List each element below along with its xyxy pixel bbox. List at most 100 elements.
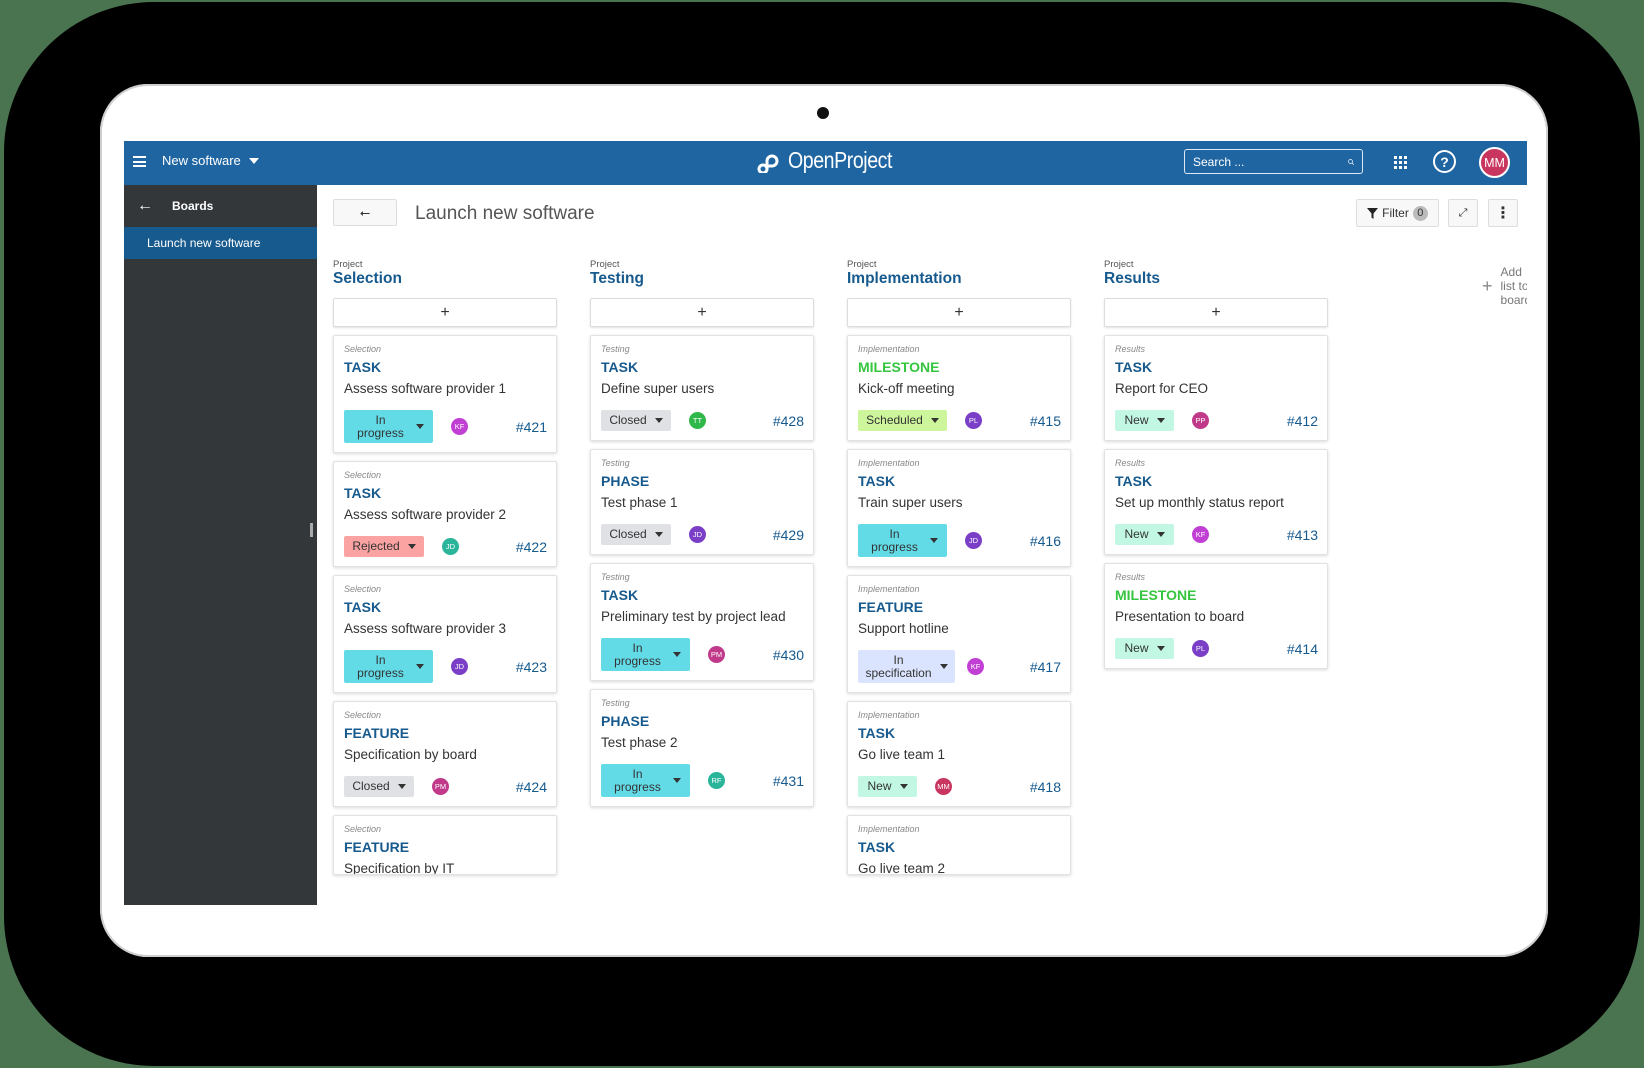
sidebar-resize-handle[interactable] (310, 523, 313, 537)
card-subject[interactable]: Preliminary test by project lead (601, 609, 786, 624)
work-package-card[interactable]: Testing PHASE Test phase 1 Closed JD #42… (590, 449, 814, 555)
card-subject[interactable]: Kick-off meeting (858, 381, 955, 396)
status-dropdown[interactable]: In progress (858, 524, 947, 557)
card-subject[interactable]: Go live team 2 (858, 861, 946, 875)
assignee-avatar[interactable]: PL (1192, 640, 1209, 657)
fullscreen-button[interactable]: ⤢ (1448, 199, 1478, 227)
sidebar-item-launch-new-software[interactable]: Launch new software (124, 227, 317, 259)
arrow-left-icon[interactable]: ← (137, 197, 153, 214)
project-selector[interactable]: New software (162, 153, 259, 168)
assignee-avatar[interactable]: KF (451, 418, 468, 435)
filter-button[interactable]: Filter 0 (1356, 199, 1439, 227)
openproject-logo[interactable]: OpenProject (756, 147, 910, 174)
back-button[interactable]: ⭠ (333, 199, 397, 226)
status-dropdown[interactable]: New (1115, 524, 1174, 545)
add-card-button[interactable]: + (590, 298, 814, 327)
card-subject[interactable]: Report for CEO (1115, 381, 1209, 396)
work-package-card[interactable]: Implementation TASK Train super users In… (847, 449, 1071, 567)
assignee-avatar[interactable]: JD (689, 526, 706, 543)
modules-grid-icon[interactable] (1394, 156, 1407, 169)
add-card-button[interactable]: + (847, 298, 1071, 327)
card-id-link[interactable]: #421 (515, 418, 547, 435)
card-id-link[interactable]: #423 (515, 658, 547, 675)
assignee-avatar[interactable]: JD (451, 658, 468, 675)
card-subject[interactable]: Specification by IT (344, 861, 455, 875)
assignee-avatar[interactable]: RF (708, 772, 725, 789)
status-dropdown[interactable]: Closed (601, 524, 671, 545)
card-id-link[interactable]: #429 (772, 526, 804, 543)
card-subject[interactable]: Assess software provider 2 (344, 507, 507, 522)
assignee-avatar[interactable]: JD (442, 538, 459, 555)
list-title[interactable]: Testing (590, 270, 644, 287)
status-dropdown[interactable]: In progress (344, 410, 433, 443)
search-box[interactable] (1184, 149, 1363, 174)
work-package-card[interactable]: Implementation TASK Go live team 1 New M… (847, 701, 1071, 807)
status-dropdown[interactable]: In progress (601, 638, 690, 671)
add-card-button[interactable]: + (333, 298, 557, 327)
assignee-avatar[interactable]: KF (967, 658, 984, 675)
status-dropdown[interactable]: In specification (858, 650, 955, 683)
card-subject[interactable]: Presentation to board (1115, 609, 1245, 624)
work-package-card[interactable]: Results MILESTONE Presentation to board … (1104, 563, 1328, 669)
assignee-avatar[interactable]: JD (965, 532, 982, 549)
card-id-link[interactable]: #415 (1029, 412, 1061, 429)
assignee-avatar[interactable]: PM (432, 778, 449, 795)
search-input[interactable] (1193, 154, 1348, 169)
card-id-link[interactable]: #418 (1029, 778, 1061, 795)
sidebar-back-boards[interactable]: ← Boards (124, 185, 317, 227)
assignee-avatar[interactable]: PL (965, 412, 982, 429)
assignee-avatar[interactable]: KF (1192, 526, 1209, 543)
assignee-avatar[interactable]: MM (935, 778, 952, 795)
status-dropdown[interactable]: New (1115, 638, 1174, 659)
card-subject[interactable]: Go live team 1 (858, 747, 946, 762)
work-package-card[interactable]: Selection TASK Assess software provider … (333, 335, 557, 453)
list-title[interactable]: Implementation (847, 270, 962, 287)
card-subject[interactable]: Assess software provider 3 (344, 621, 507, 636)
status-dropdown[interactable]: New (1115, 410, 1174, 431)
assignee-avatar[interactable]: PM (708, 646, 725, 663)
status-dropdown[interactable]: New (858, 776, 917, 797)
work-package-card[interactable]: Implementation FEATURE Support hotline I… (847, 575, 1071, 693)
help-icon[interactable]: ? (1433, 150, 1456, 173)
card-id-link[interactable]: #417 (1029, 658, 1061, 675)
work-package-card[interactable]: Testing PHASE Test phase 2 In progress R… (590, 689, 814, 807)
card-subject[interactable]: Support hotline (858, 621, 949, 636)
search-icon[interactable] (1348, 156, 1354, 168)
add-card-button[interactable]: + (1104, 298, 1328, 327)
assignee-avatar[interactable]: TT (689, 412, 706, 429)
card-id-link[interactable]: #424 (515, 778, 547, 795)
user-avatar[interactable]: MM (1479, 147, 1510, 178)
card-id-link[interactable]: #413 (1286, 526, 1318, 543)
work-package-card[interactable]: Testing TASK Preliminary test by project… (590, 563, 814, 681)
work-package-card[interactable]: Implementation MILESTONE Kick-off meetin… (847, 335, 1071, 441)
status-dropdown[interactable]: Scheduled (858, 410, 947, 431)
card-id-link[interactable]: #430 (772, 646, 804, 663)
work-package-card[interactable]: Selection TASK Assess software provider … (333, 575, 557, 693)
list-title[interactable]: Results (1104, 270, 1160, 287)
work-package-card[interactable]: Selection FEATURE Specification by board… (333, 701, 557, 807)
status-dropdown[interactable]: Rejected (344, 536, 424, 557)
assignee-avatar[interactable]: PP (1192, 412, 1209, 429)
add-list-button[interactable]: + Add list to board (1482, 265, 1527, 307)
card-id-link[interactable]: #428 (772, 412, 804, 429)
status-dropdown[interactable]: In progress (601, 764, 690, 797)
card-subject[interactable]: Train super users (858, 495, 963, 510)
list-title[interactable]: Selection (333, 270, 402, 287)
status-dropdown[interactable]: Closed (601, 410, 671, 431)
hamburger-menu-icon[interactable] (133, 156, 146, 167)
card-id-link[interactable]: #416 (1029, 532, 1061, 549)
card-subject[interactable]: Test phase 2 (601, 735, 678, 750)
status-dropdown[interactable]: In progress (344, 650, 433, 683)
work-package-card[interactable]: Selection TASK Assess software provider … (333, 461, 557, 567)
work-package-card[interactable]: Results TASK Set up monthly status repor… (1104, 449, 1328, 555)
work-package-card[interactable]: Results TASK Report for CEO New PP #412 (1104, 335, 1328, 441)
work-package-card[interactable]: Implementation TASK Go live team 2 (847, 815, 1071, 875)
card-id-link[interactable]: #414 (1286, 640, 1318, 657)
card-id-link[interactable]: #422 (515, 538, 547, 555)
card-id-link[interactable]: #431 (772, 772, 804, 789)
card-id-link[interactable]: #412 (1286, 412, 1318, 429)
card-subject[interactable]: Define super users (601, 381, 715, 396)
more-options-button[interactable]: ⋮ (1488, 199, 1518, 227)
card-subject[interactable]: Set up monthly status report (1115, 495, 1284, 510)
work-package-card[interactable]: Testing TASK Define super users Closed T… (590, 335, 814, 441)
